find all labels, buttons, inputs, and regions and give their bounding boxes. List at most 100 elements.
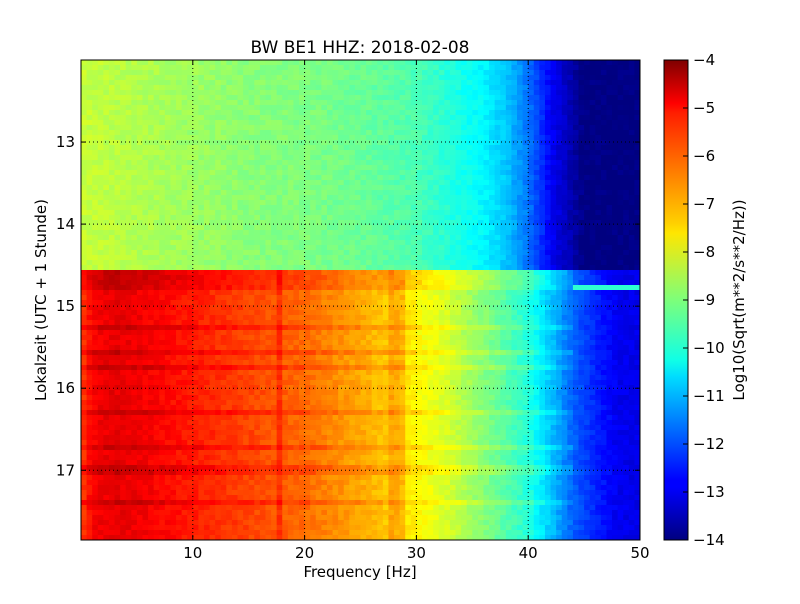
heatmap-cell	[466, 140, 473, 146]
heatmap-cell	[572, 265, 580, 271]
heatmap-cell	[410, 280, 417, 286]
heatmap-cell	[287, 300, 295, 306]
heatmap-cell	[483, 65, 490, 71]
heatmap-cell	[461, 180, 468, 186]
heatmap-cell	[310, 210, 317, 216]
heatmap-cell	[477, 295, 485, 301]
heatmap-cell	[287, 280, 295, 286]
heatmap-cell	[438, 160, 445, 166]
heatmap-cell	[394, 295, 401, 301]
heatmap-cell	[159, 65, 166, 71]
heatmap-cell	[108, 95, 116, 101]
heatmap-cell	[237, 235, 244, 241]
heatmap-cell	[164, 300, 172, 306]
heatmap-cell	[181, 225, 188, 231]
heatmap-cell	[321, 280, 328, 286]
heatmap-cell	[354, 270, 362, 276]
heatmap-cell	[354, 90, 362, 96]
heatmap-cell	[282, 105, 289, 111]
heatmap-cell	[187, 205, 194, 211]
heatmap-cell	[394, 170, 401, 176]
heatmap-cell	[517, 130, 524, 136]
heatmap-cell	[612, 240, 619, 246]
heatmap-cell	[477, 280, 485, 286]
heatmap-cell	[203, 160, 211, 166]
heatmap-cell	[477, 85, 485, 91]
heatmap-cell	[517, 260, 524, 266]
heatmap-cell	[366, 300, 373, 306]
heatmap-cell	[366, 80, 373, 86]
heatmap-cell	[589, 205, 596, 211]
heatmap-cell	[187, 145, 194, 151]
heatmap-cell	[215, 285, 222, 291]
heatmap-cell	[606, 185, 613, 191]
heatmap-cell	[539, 85, 546, 91]
heatmap-cell	[472, 300, 479, 306]
heatmap-cell	[589, 180, 596, 186]
heatmap-cell	[455, 85, 462, 91]
heatmap-cell	[321, 210, 328, 216]
heatmap-cell	[198, 120, 205, 126]
heatmap-cell	[416, 75, 423, 81]
heatmap-cell	[600, 115, 608, 121]
heatmap-cell	[416, 235, 423, 241]
heatmap-cell	[315, 195, 322, 201]
heatmap-cell	[220, 245, 227, 251]
heatmap-cell	[265, 285, 272, 291]
heatmap-cell	[477, 150, 485, 156]
heatmap-cell	[377, 165, 384, 171]
heatmap-cell	[377, 295, 384, 301]
heatmap-cell	[382, 280, 390, 286]
heatmap-cell	[561, 245, 568, 251]
heatmap-cell	[444, 235, 451, 241]
heatmap-cell	[405, 250, 412, 256]
heatmap-cell	[203, 90, 211, 96]
heatmap-cell	[254, 300, 261, 306]
heatmap-cell	[176, 285, 183, 291]
heatmap-cell	[528, 110, 535, 116]
heatmap-cell	[271, 230, 278, 236]
heatmap-cell	[248, 270, 255, 276]
heatmap-cell	[170, 255, 177, 261]
heatmap-cell	[444, 290, 451, 296]
heatmap-cell	[600, 85, 608, 91]
heatmap-cell	[120, 170, 127, 176]
heatmap-cell	[125, 125, 132, 131]
heatmap-cell	[349, 185, 356, 191]
heatmap-cell	[114, 155, 121, 161]
heatmap-cell	[237, 255, 244, 261]
heatmap-cell	[561, 165, 568, 171]
heatmap-cell	[489, 140, 496, 146]
heatmap-cell	[539, 260, 546, 266]
heatmap-cell	[606, 125, 613, 131]
heatmap-cell	[265, 105, 272, 111]
heatmap-cell	[131, 145, 138, 151]
heatmap-cell	[248, 150, 255, 156]
heatmap-cell	[248, 165, 255, 171]
heatmap-cell	[578, 125, 585, 131]
heatmap-cell	[522, 290, 529, 296]
heatmap-cell	[528, 240, 535, 246]
heatmap-cell	[220, 215, 227, 221]
heatmap-cell	[623, 240, 630, 246]
heatmap-cell	[343, 295, 350, 301]
heatmap-cell	[354, 65, 362, 71]
heatmap-cell	[326, 215, 334, 221]
heatmap-cell	[461, 195, 468, 201]
heatmap-cell	[120, 185, 127, 191]
heatmap-cell	[612, 245, 619, 251]
heatmap-cell	[517, 250, 524, 256]
heatmap-cell	[628, 105, 636, 111]
heatmap-cell	[170, 205, 177, 211]
heatmap-cell	[215, 215, 222, 221]
heatmap-cell	[120, 80, 127, 86]
heatmap-cell	[444, 185, 451, 191]
heatmap-cell	[192, 250, 199, 256]
heatmap-cell	[528, 140, 535, 146]
heatmap-cell	[209, 150, 216, 156]
heatmap-cell	[215, 110, 222, 116]
heatmap-cell	[623, 175, 630, 181]
heatmap-cell	[287, 160, 295, 166]
heatmap-cell	[265, 165, 272, 171]
heatmap-cell	[399, 195, 406, 201]
